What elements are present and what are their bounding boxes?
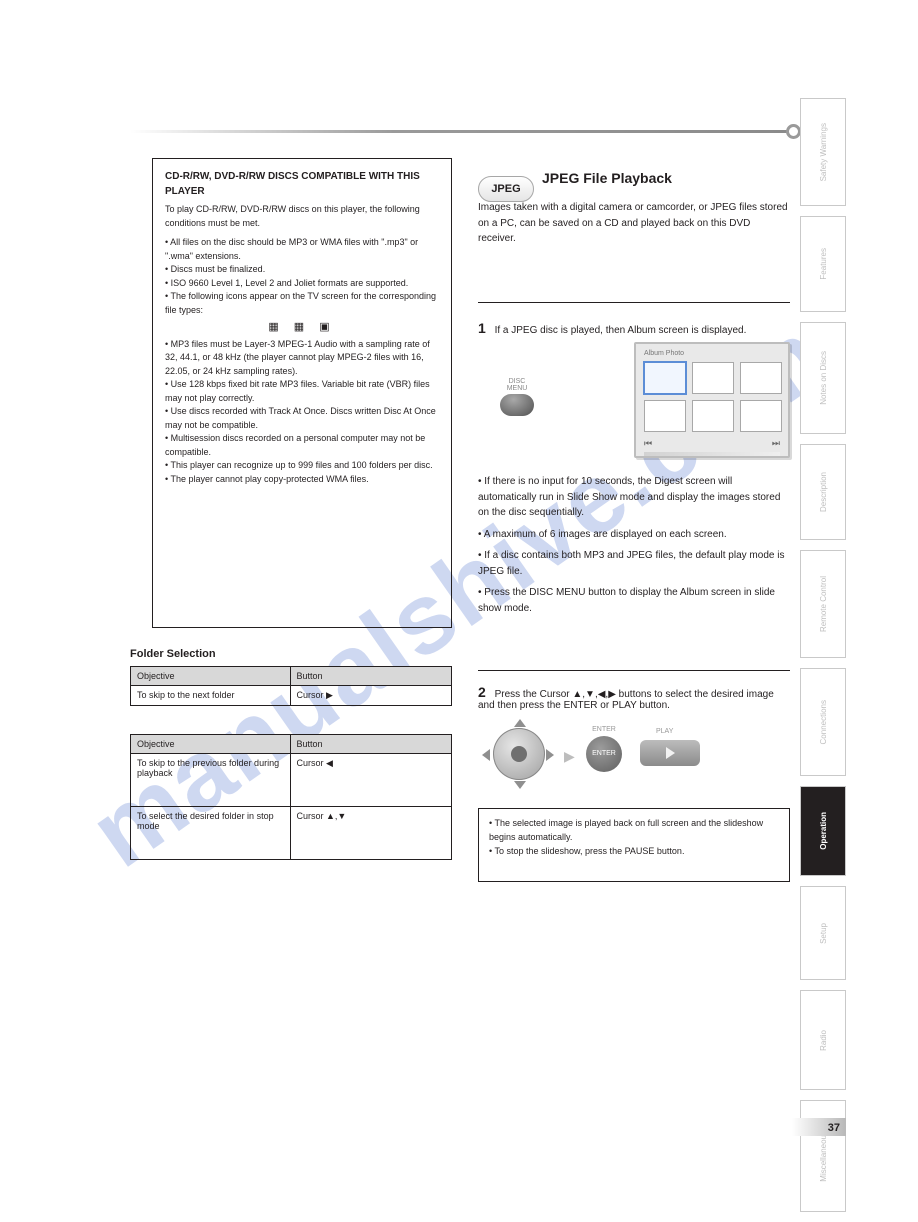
play-label: PLAY — [656, 728, 673, 735]
header-rule-dot — [786, 124, 801, 139]
album-header: Album Photo — [644, 350, 780, 358]
thumb-footer: ⏮⏭ — [644, 438, 780, 449]
prev-icon[interactable]: ⏮ — [644, 438, 652, 449]
file-type-icons: ▦ ▦ ▣ — [165, 319, 439, 336]
step-2: 2 Press the Cursor ▲,▼,◀,▶ buttons to se… — [478, 684, 788, 711]
requirement-item: Discs must be finalized. — [165, 263, 439, 277]
thumb-1[interactable] — [644, 362, 686, 394]
sidetab-radio[interactable]: Radio — [800, 990, 846, 1090]
step-1-text: If a JPEG disc is played, then Album scr… — [495, 325, 747, 336]
disc-menu-icon — [500, 394, 534, 416]
tip-box: The selected image is played back on ful… — [478, 808, 790, 882]
enter-label: ENTER — [586, 726, 622, 733]
sidetab-operation[interactable]: Operation — [800, 786, 846, 876]
requirements-heading: CD-R/RW, DVD-R/RW DISCS COMPATIBLE WITH … — [165, 169, 439, 199]
sidetab-label: Operation — [819, 812, 828, 850]
thumb-3[interactable] — [740, 362, 782, 394]
thumb-2[interactable] — [692, 362, 734, 394]
requirements-box: CD-R/RW, DVD-R/RW DISCS COMPATIBLE WITH … — [152, 158, 452, 628]
th-button: Button — [290, 667, 451, 686]
page-number: 37 — [828, 1122, 840, 1134]
th-button: Button — [290, 735, 451, 754]
thumb-stripe — [644, 452, 780, 456]
step-1-number: 1 — [478, 320, 486, 336]
sidetab-safety-warnings[interactable]: Safety Warnings — [800, 98, 846, 206]
sidetab-miscellaneous[interactable]: Miscellaneous — [800, 1100, 846, 1212]
folder-selection-heading: Folder Selection — [130, 648, 216, 660]
dpad-icon[interactable] — [484, 719, 554, 789]
sidetab-label: Description — [819, 472, 828, 512]
right-separator — [478, 302, 790, 303]
sidetab-label: Radio — [819, 1030, 828, 1051]
page: manualshive.com Safety WarningsFeaturesN… — [0, 0, 918, 1188]
sidetab-label: Setup — [819, 923, 828, 944]
right-title: JPEG File Playback — [542, 170, 672, 186]
note-item: • Press the DISC MENU button to display … — [478, 585, 788, 616]
thumb-6[interactable] — [740, 400, 782, 432]
sidetab-label: Connections — [819, 700, 828, 744]
format-pill: JPEG — [478, 176, 534, 202]
disc-menu-label: DISCMENU — [492, 378, 542, 392]
folder-table-prev: ObjectiveButton To skip to the previous … — [130, 734, 452, 860]
step-1: 1 If a JPEG disc is played, then Album s… — [478, 320, 788, 336]
right-separator-2 — [478, 670, 790, 671]
tip-item: To stop the slideshow, press the PAUSE b… — [489, 845, 779, 859]
td-button: Cursor ▲,▼ — [290, 807, 451, 860]
right-notes: • If there is no input for 10 seconds, t… — [478, 474, 788, 622]
sidetab-label: Remote Control — [819, 576, 828, 632]
header-rule — [130, 130, 790, 133]
requirement-item: MP3 files must be Layer-3 MPEG-1 Audio w… — [165, 338, 439, 379]
right-lead: Images taken with a digital camera or ca… — [478, 200, 788, 247]
sidetab-remote-control[interactable]: Remote Control — [800, 550, 846, 658]
td-objective: To select the desired folder in stop mod… — [131, 807, 291, 860]
requirements-intro: To play CD-R/RW, DVD-R/RW discs on this … — [165, 203, 439, 230]
album-thumbnail-panel: Album Photo ⏮⏭ — [634, 342, 790, 458]
note-item: • If a disc contains both MP3 and JPEG f… — [478, 548, 788, 579]
arrow-icon: ▶ — [564, 748, 575, 765]
requirements-list: All files on the disc should be MP3 or W… — [165, 236, 439, 486]
side-tabs: Safety Warnings Features Notes on Discs Des… — [800, 98, 846, 1222]
next-icon[interactable]: ⏭ — [772, 438, 780, 449]
requirement-item: Multisession discs recorded on a persona… — [165, 432, 439, 459]
step-2-number: 2 — [478, 684, 486, 700]
th-objective: Objective — [131, 735, 291, 754]
thumb-4[interactable] — [644, 400, 686, 432]
sidetab-setup[interactable]: Setup — [800, 886, 846, 980]
requirement-item: This player can recognize up to 999 file… — [165, 459, 439, 473]
requirement-item: ISO 9660 Level 1, Level 2 and Joliet for… — [165, 277, 439, 291]
td-objective: To skip to the next folder — [131, 686, 291, 706]
enter-button[interactable]: ENTER — [586, 736, 622, 772]
sidetab-label: Features — [819, 248, 828, 280]
td-objective: To skip to the previous folder during pl… — [131, 754, 291, 807]
requirement-item: All files on the disc should be MP3 or W… — [165, 236, 439, 263]
td-button: Cursor ◀ — [290, 754, 451, 807]
folder-table-next: ObjectiveButton To skip to the next fold… — [130, 666, 452, 706]
td-button: Cursor ▶ — [290, 686, 451, 706]
th-objective: Objective — [131, 667, 291, 686]
sidetab-notes-on-discs[interactable]: Notes on Discs — [800, 322, 846, 434]
sidetab-label: Notes on Discs — [819, 351, 828, 405]
requirement-item: The player cannot play copy-protected WM… — [165, 473, 439, 487]
sidetab-label: Safety Warnings — [819, 123, 828, 181]
requirement-item: Use 128 kbps fixed bit rate MP3 files. V… — [165, 378, 439, 405]
requirement-item: The following icons appear on the TV scr… — [165, 290, 439, 317]
tip-item: The selected image is played back on ful… — [489, 817, 779, 845]
disc-menu-button[interactable]: DISCMENU — [492, 378, 542, 416]
sidetab-label: Miscellaneous — [819, 1131, 828, 1182]
sidetab-connections[interactable]: Connections — [800, 668, 846, 776]
thumbnail-grid — [644, 362, 780, 432]
note-item: • If there is no input for 10 seconds, t… — [478, 474, 788, 521]
play-button[interactable] — [640, 740, 700, 766]
step-2-text: Press the Cursor ▲,▼,◀,▶ buttons to sele… — [478, 689, 774, 711]
sidetab-description[interactable]: Description — [800, 444, 846, 540]
note-item: • A maximum of 6 images are displayed on… — [478, 527, 788, 543]
requirement-item: Use discs recorded with Track At Once. D… — [165, 405, 439, 432]
thumb-5[interactable] — [692, 400, 734, 432]
sidetab-features[interactable]: Features — [800, 216, 846, 312]
